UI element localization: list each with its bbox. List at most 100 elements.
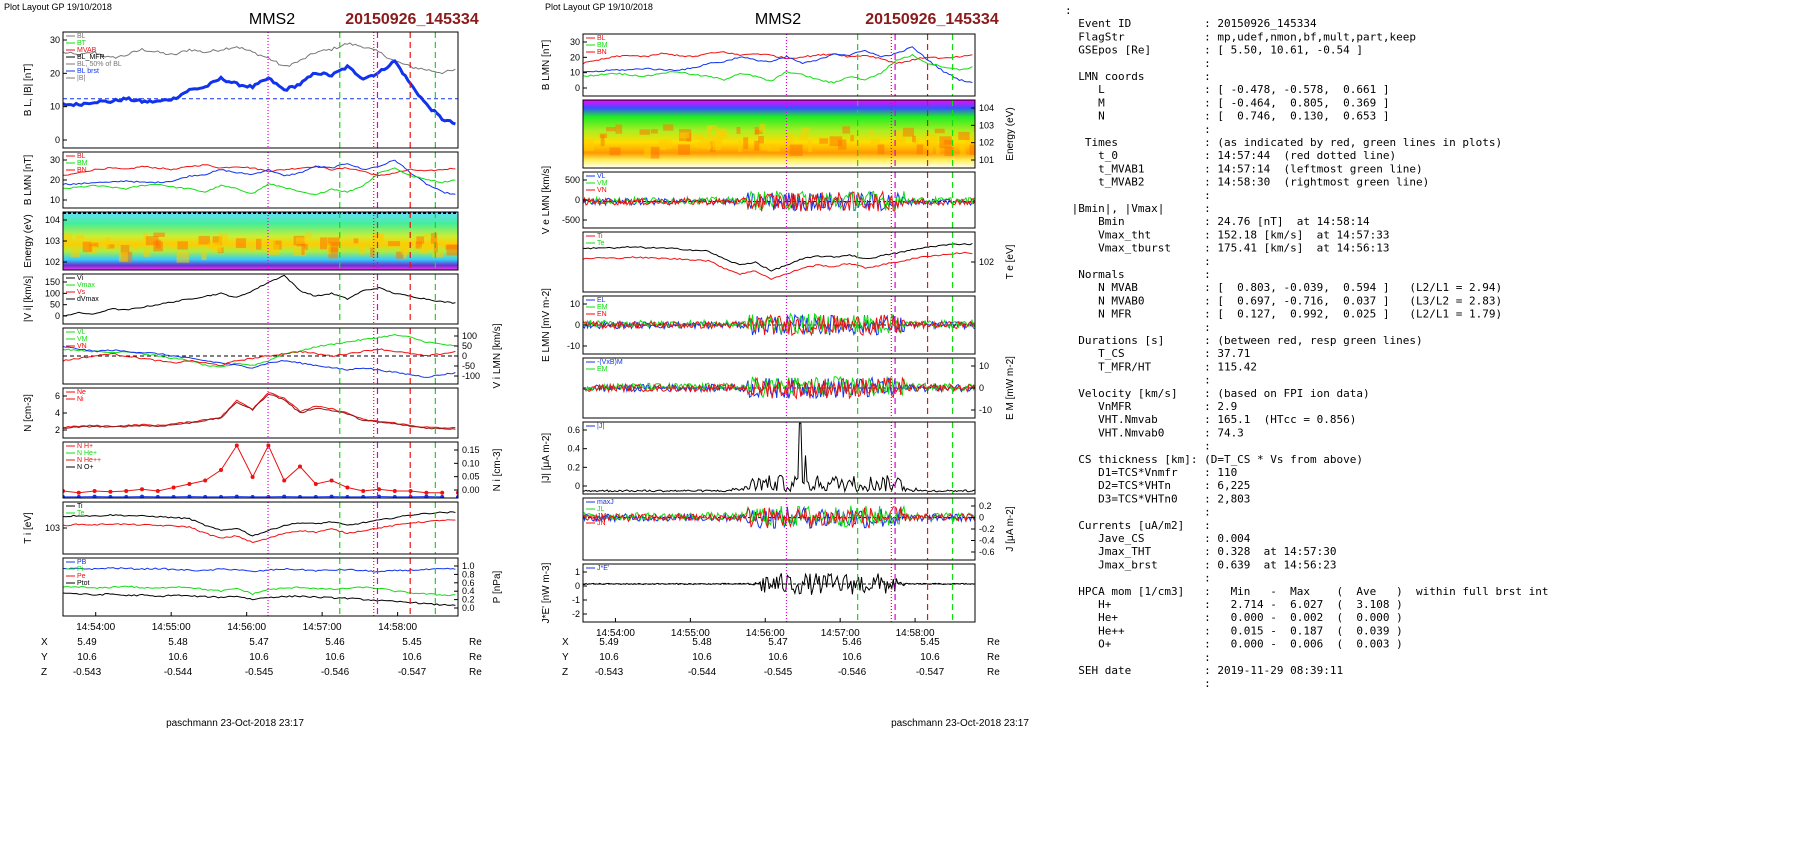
series-line [63,392,456,429]
y-axis-label: T e [eV] [1005,244,1016,279]
spectrogram-patch [143,249,151,257]
legend-label: Ni [77,396,84,403]
position-unit: Re [469,652,482,663]
spectrogram-patch [600,134,605,147]
panel-plot-area [583,242,973,280]
y-tick-label: 0 [575,195,580,205]
y-tick-label: 100 [45,288,60,298]
y-tick-label: -500 [562,215,580,225]
spectrogram-patch [445,245,458,250]
panel-plot-area [583,375,975,400]
data-point [92,494,97,498]
data-point [377,487,381,492]
y-tick-label: 20 [50,68,60,78]
spectrogram-patch [738,140,742,152]
data-point [92,489,97,493]
spectrogram-patch [789,144,803,157]
series-line [63,59,456,126]
info-line: T_CS : 37.71 [1065,347,1250,360]
legend-label: Vi [77,275,84,282]
spectrogram-patch [401,245,409,255]
spectrogram-patch [807,140,812,153]
position-row-label: X [562,637,569,648]
legend-label: Ti [77,503,83,510]
panel-frame [62,557,459,617]
legend-label: BL [77,33,86,40]
data-point [329,494,334,498]
data-point [171,485,176,490]
spectrogram-patch [958,131,970,140]
spectrogram-patch [893,139,905,146]
y-tick-label: 0 [979,383,984,393]
position-value: -0.546 [838,667,867,678]
layout-label: Plot Layout GP 19/10/2018 [4,2,112,12]
series-red [583,506,975,529]
legend-label: VN [597,187,607,194]
spectrogram-patch [264,239,276,246]
data-point [345,494,350,498]
info-line: |Bmin|, |Vmax| : [1065,202,1211,215]
position-value: 10.6 [768,652,788,663]
x-tick-label: 14:57:00 [821,628,860,639]
y-tick-label: 0 [575,83,580,93]
y-axis-label: Energy (eV) [1005,107,1016,160]
spectrogram-patch [370,247,375,257]
panel-3: 104 103 102 Energy (eV) [23,211,459,271]
panel-plot-area [63,567,456,606]
spectrogram-patch [929,143,933,154]
panel-frame [582,497,976,561]
y-tick-label: 0.6 [462,578,475,588]
spectrogram-patch [877,144,885,155]
info-line: HPCA mom [1/cm3] : Min - Max ( Ave ) wit… [1065,585,1548,598]
info-line: : [1065,374,1211,387]
y-tick-label: 0.2 [462,595,475,605]
position-value: 10.6 [920,652,940,663]
position-unit: Re [987,652,1000,663]
y-tick-label: 0.8 [462,569,475,579]
figure-middle: Plot Layout GP 19/10/2018 MMS2 20150926_14… [541,2,1029,729]
spectrogram-patch [663,124,674,131]
y-tick-label: -1 [572,595,580,605]
legend-label: BM [77,160,88,167]
y-axis-label: B LMN [nT] [23,155,34,206]
panel-plot-area [583,100,975,168]
spectrogram-patch [650,129,658,134]
legend-label: |B| [77,75,85,82]
data-point [234,443,239,448]
info-line: CS thickness [km]: (D=T_CS * Vs from abo… [1065,453,1363,466]
position-value: -0.545 [245,667,274,678]
series-line [63,444,443,494]
spectrogram-patch [700,138,712,149]
series-red [583,376,975,400]
position-value: -0.547 [916,667,945,678]
spectrogram-patch [64,234,73,241]
position-unit: Re [987,667,1000,678]
spectrogram-patch [692,134,705,140]
panel-plot-area [63,443,458,498]
data-point [203,494,208,498]
spectrogram-patch [293,248,307,256]
event-id-title: 20150926_145334 [865,11,999,28]
spectrogram-patch [432,250,444,258]
spectrogram-patch [943,139,954,145]
position-value: 10.6 [325,652,345,663]
series-line [583,242,973,272]
spectrogram-patch [145,236,159,246]
y-axis-label: T i [eV] [23,512,34,544]
series-line [63,345,456,378]
spectrogram-patch [758,135,764,144]
panel-frame [582,33,976,97]
spectrogram-patch [70,248,80,258]
spectrogram-patch [201,251,207,261]
legend-label: J*E' [597,565,609,572]
y-tick-label: 1 [575,567,580,577]
spectrogram-patch [615,124,623,134]
data-point [424,494,429,498]
panel-frame [582,563,976,623]
series-black [583,422,975,494]
